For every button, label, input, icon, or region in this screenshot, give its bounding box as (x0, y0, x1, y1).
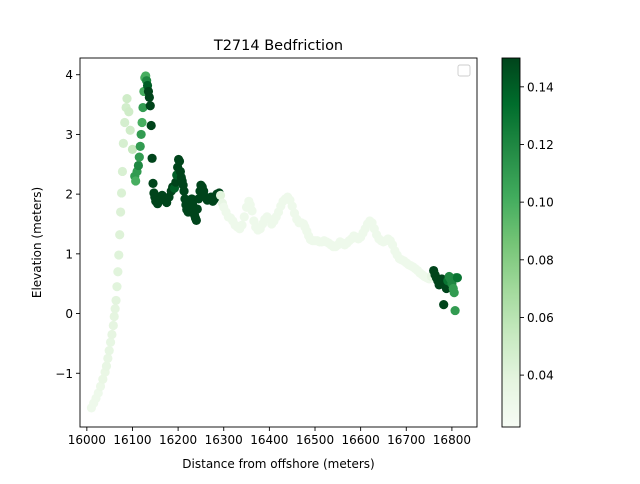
colorbar-tick-label: 0.12 (527, 138, 554, 152)
x-tick-label: 16300 (205, 433, 243, 447)
data-point (134, 152, 144, 162)
data-point (110, 304, 120, 314)
data-point (95, 381, 106, 391)
y-axis-label: Elevation (meters) (30, 187, 44, 298)
data-point (237, 220, 247, 230)
x-tick-label: 16700 (387, 433, 425, 447)
data-point (192, 204, 202, 214)
x-tick-label: 16400 (250, 433, 288, 447)
data-point (147, 153, 157, 163)
data-point (148, 178, 158, 188)
data-point (116, 207, 126, 217)
y-tick-label: 3 (65, 128, 73, 142)
data-point (191, 215, 201, 226)
colorbar-tick-label: 0.14 (527, 80, 554, 94)
x-tick-label: 16600 (342, 433, 380, 447)
data-point (103, 353, 113, 363)
x-axis-label: Distance from offshore (meters) (182, 457, 374, 471)
data-point (136, 129, 146, 140)
data-point (125, 125, 135, 135)
data-point (138, 102, 148, 113)
data-point (439, 299, 449, 310)
x-tick-label: 16000 (68, 433, 106, 447)
data-point (131, 176, 141, 186)
data-point (146, 120, 156, 131)
data-point (179, 186, 189, 196)
legend-box (457, 64, 471, 77)
x-tick-label: 16100 (113, 433, 151, 447)
data-point (215, 190, 226, 200)
y-axis-ticks: −1 0 1 2 3 4 (55, 68, 80, 381)
data-point (108, 320, 118, 331)
data-point (98, 374, 108, 384)
data-point (112, 282, 122, 292)
x-axis-ticks: 16000 16100 16200 16300 16400 16500 16600 16700… (68, 427, 471, 447)
colorbar-tick-label: 0.06 (527, 311, 554, 325)
data-point (122, 94, 132, 104)
data-points (86, 71, 462, 413)
data-point (450, 305, 460, 316)
data-point (124, 107, 134, 117)
y-tick-label: 4 (65, 68, 73, 82)
data-point (449, 288, 459, 298)
y-tick-label: −1 (55, 367, 73, 381)
data-point (137, 117, 147, 128)
data-point (127, 144, 138, 154)
colorbar (501, 57, 521, 428)
colorbar-tick-label: 0.04 (527, 369, 554, 383)
data-point (111, 295, 121, 306)
data-point (113, 267, 123, 277)
x-tick-label: 16500 (296, 433, 334, 447)
data-point (452, 273, 462, 283)
data-point (133, 160, 144, 171)
data-point (115, 230, 125, 240)
data-point (118, 138, 128, 148)
data-point (247, 206, 257, 216)
data-point (135, 141, 145, 151)
data-point (120, 117, 130, 128)
data-point (287, 201, 297, 211)
colorbar-tick-label: 0.10 (527, 196, 554, 210)
plot-frame (79, 57, 478, 428)
colorbar-ticks: 0.04 0.06 0.08 0.10 0.12 0.14 (520, 80, 554, 383)
x-tick-label: 16200 (159, 433, 197, 447)
y-tick-label: 1 (65, 247, 73, 261)
colorbar-tick-label: 0.08 (527, 253, 554, 267)
data-point (107, 329, 117, 340)
data-point (239, 212, 249, 222)
data-point (174, 156, 185, 166)
x-tick-label: 16800 (433, 433, 471, 447)
y-tick-label: 0 (65, 307, 73, 321)
data-point (109, 311, 119, 322)
data-point (101, 361, 112, 371)
data-point (114, 250, 124, 260)
data-point (116, 188, 127, 198)
data-point (117, 166, 128, 177)
data-point (105, 337, 116, 347)
y-tick-label: 2 (65, 188, 73, 202)
data-point (145, 101, 155, 111)
data-point (144, 92, 154, 103)
data-point (104, 345, 114, 356)
chart-title: T2714 Bedfriction (213, 38, 343, 54)
